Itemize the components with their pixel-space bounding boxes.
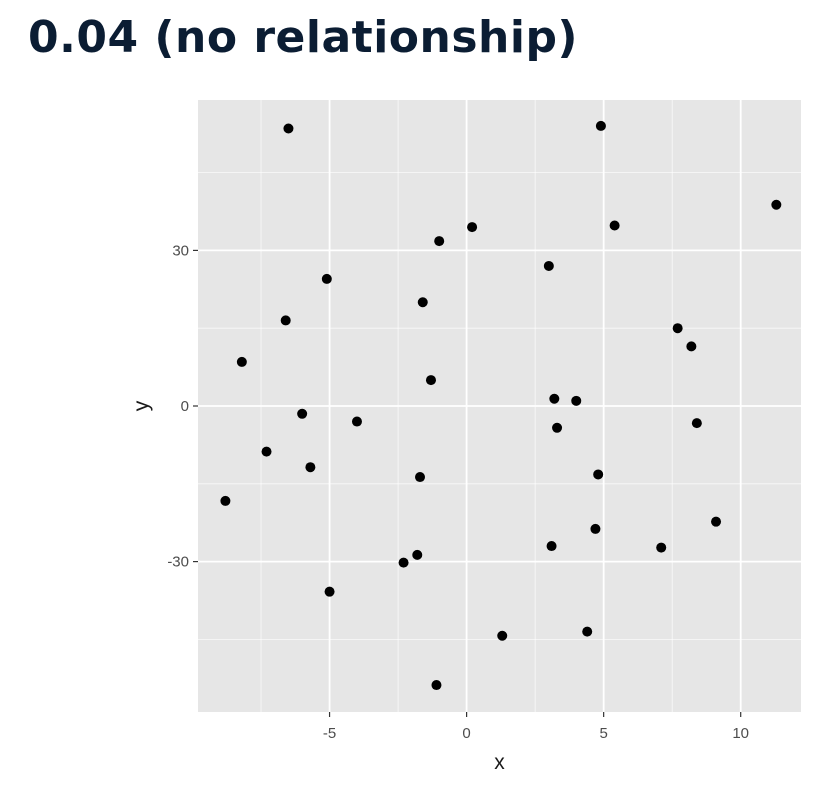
y-tick-label: 30 bbox=[172, 242, 189, 259]
data-point bbox=[609, 220, 620, 231]
x-tick-label: 10 bbox=[732, 725, 749, 742]
y-axis-label: y bbox=[130, 400, 153, 411]
data-point bbox=[497, 630, 508, 641]
data-point bbox=[467, 222, 478, 233]
data-point bbox=[398, 557, 409, 568]
data-point bbox=[425, 375, 436, 386]
data-point bbox=[686, 341, 697, 352]
x-tick-label: 5 bbox=[599, 725, 607, 742]
x-tick-label: 0 bbox=[462, 725, 470, 742]
data-point bbox=[321, 273, 332, 284]
major-gridlines bbox=[198, 100, 801, 712]
data-point bbox=[549, 393, 560, 404]
y-tick-label: -30 bbox=[167, 554, 189, 571]
data-point bbox=[434, 236, 445, 247]
data-point bbox=[582, 626, 593, 637]
data-point bbox=[220, 495, 231, 506]
data-point bbox=[656, 542, 667, 553]
y-tick-label: 0 bbox=[181, 398, 189, 415]
data-point bbox=[324, 586, 335, 597]
data-point bbox=[552, 422, 563, 433]
y-axis-ticks: -30 0 30 bbox=[167, 242, 198, 571]
data-point bbox=[593, 469, 604, 480]
data-point bbox=[672, 323, 683, 334]
data-points bbox=[220, 120, 782, 691]
data-point bbox=[297, 408, 308, 419]
chart-title: 0.04 (no relationship) bbox=[28, 12, 579, 63]
x-axis-label: x bbox=[494, 751, 505, 774]
data-point bbox=[590, 523, 601, 534]
data-point bbox=[546, 541, 557, 552]
data-point bbox=[691, 418, 702, 429]
x-tick-label: -5 bbox=[323, 725, 336, 742]
data-point bbox=[283, 123, 294, 134]
data-point bbox=[595, 120, 606, 131]
data-point bbox=[351, 416, 362, 427]
data-point bbox=[415, 472, 426, 483]
data-point bbox=[236, 356, 247, 367]
data-point bbox=[412, 549, 423, 560]
data-point bbox=[305, 462, 316, 473]
data-point bbox=[571, 395, 582, 406]
data-point bbox=[431, 680, 442, 691]
data-point bbox=[711, 516, 722, 527]
data-point bbox=[543, 260, 554, 271]
data-point bbox=[771, 199, 782, 210]
data-point bbox=[417, 297, 428, 308]
data-point bbox=[280, 315, 291, 326]
x-axis-ticks: -5 0 5 10 bbox=[323, 712, 749, 742]
data-point bbox=[261, 446, 272, 457]
